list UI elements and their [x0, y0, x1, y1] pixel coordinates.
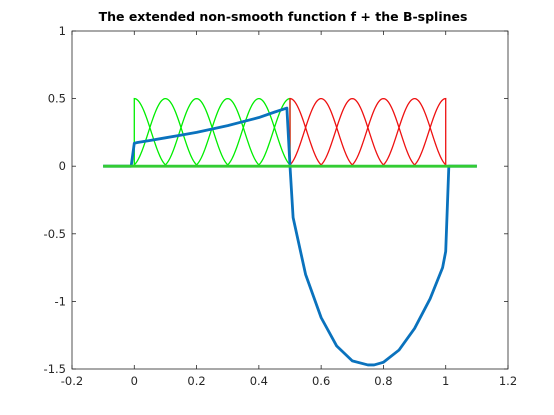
- y-axis: 1 0.5 0 -0.5 -1 -1.5: [44, 24, 508, 376]
- y-tick-label: -1: [55, 294, 66, 308]
- y-tick-label: 1: [59, 24, 66, 38]
- function-curve: [103, 106, 477, 367]
- bspline-curve-0-2: [162, 97, 231, 167]
- bspline-curve-1-2: [317, 97, 387, 167]
- x-tick-label: 0.2: [187, 374, 205, 388]
- y-tick-label: -1.5: [44, 362, 66, 376]
- bspline-curve-1-4: [380, 97, 447, 167]
- bspline-curve-0-3: [193, 97, 263, 167]
- bspline-curve-1-1: [289, 97, 356, 167]
- bspline-curve-1-5: [411, 97, 447, 167]
- x-tick-label: 0.4: [250, 374, 268, 388]
- x-tick-label: 0.6: [312, 374, 330, 388]
- bspline-curve-1-3: [349, 97, 418, 167]
- x-tick-label: 0: [131, 374, 138, 388]
- x-axis: -0.2 0 0.2 0.4 0.6 0.8 1 1.2: [61, 31, 517, 388]
- y-tick-label: -0.5: [44, 227, 66, 241]
- bspline-curve-0-0: [133, 97, 169, 167]
- x-tick-label: 1: [442, 374, 449, 388]
- x-tick-label: 1.2: [499, 374, 517, 388]
- bspline-curve-1-0: [289, 97, 325, 167]
- plot-area: [71, 30, 509, 370]
- y-tick-label: 0.5: [48, 92, 66, 106]
- chart-title: The extended non-smooth function f + the…: [99, 9, 468, 24]
- x-tick-label: -0.2: [61, 374, 83, 388]
- y-tick-label: 0: [59, 159, 66, 173]
- bspline-curve-0-5: [255, 97, 291, 167]
- series-group: [103, 97, 477, 367]
- bspline-curve-0-4: [224, 97, 291, 167]
- x-tick-label: 0.8: [374, 374, 392, 388]
- axes-box: [71, 30, 509, 370]
- bspline-curve-0-1: [133, 97, 200, 167]
